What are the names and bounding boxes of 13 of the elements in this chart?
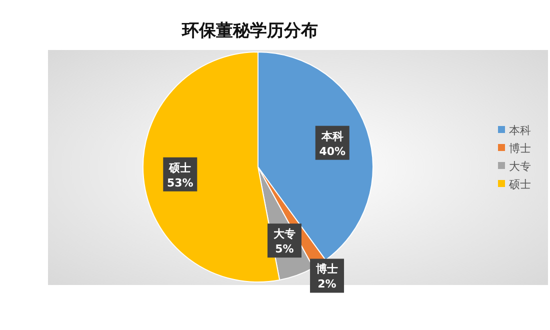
chart-title: 环保董秘学历分布 <box>181 21 318 41</box>
data-label: 2% <box>318 278 336 291</box>
slice-label: 博士 <box>315 262 338 276</box>
legend-label: 硕士 <box>508 178 531 191</box>
slice-label: 本科 <box>320 130 344 143</box>
legend-label: 本科 <box>509 124 531 137</box>
data-label: 53% <box>166 176 194 190</box>
data-label: 40% <box>319 144 346 158</box>
slice-label: 大专 <box>273 228 296 241</box>
slice-label: 硕士 <box>168 161 192 174</box>
legend-label: 博士 <box>509 142 531 155</box>
data-label: 5% <box>275 242 294 256</box>
legend-label: 大专 <box>509 160 531 173</box>
